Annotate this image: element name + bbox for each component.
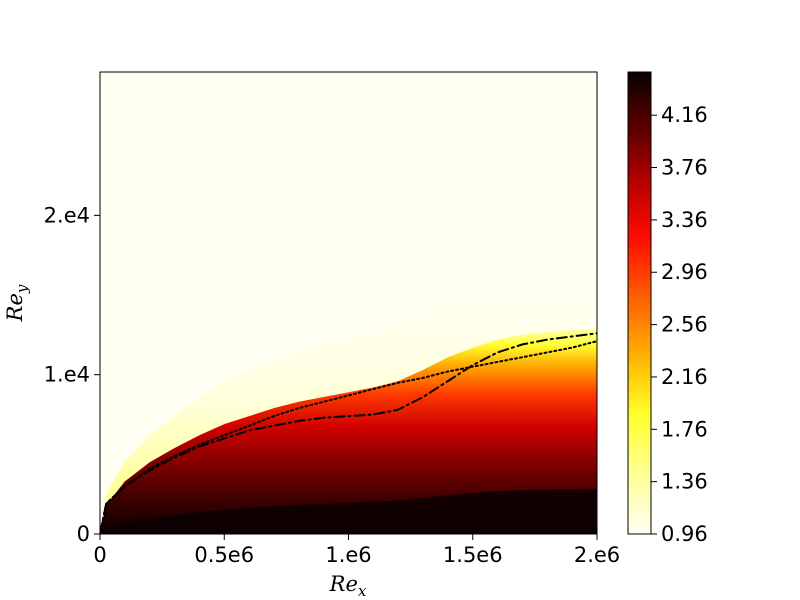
colorbar: 0.96 1.36 1.76 2.16 2.56 2.96 3.36 3.76 4.16 <box>627 71 708 546</box>
y-tick-label: 0 <box>77 522 90 546</box>
y-tick-label: 1.e4 <box>44 363 90 387</box>
x-tick-label: 0 <box>93 543 106 567</box>
x-tick-label: 1.5e6 <box>443 543 503 567</box>
heatmap-core <box>100 488 597 534</box>
colorbar-tick-label: 3.36 <box>661 208 708 232</box>
heatmap-field <box>100 328 597 534</box>
series-line-dotted <box>100 340 597 534</box>
plot-area <box>100 72 597 534</box>
colorbar-tick-label: 0.96 <box>661 522 708 546</box>
x-tick-label: 2.e6 <box>574 543 620 567</box>
x-axis-label: Rex <box>329 572 367 600</box>
y-axis-label: Rey <box>3 284 31 322</box>
colorbar-tick-label: 1.76 <box>661 417 708 441</box>
x-tick-label: 1.e6 <box>325 543 371 567</box>
colorbar-tick-label: 3.76 <box>661 156 708 180</box>
series-layer <box>100 332 597 534</box>
x-axis: 0 0.5e6 1.e6 1.5e6 2.e6 <box>93 534 620 567</box>
x-tick-label: 0.5e6 <box>194 543 254 567</box>
colorbar-tick-label: 2.16 <box>661 365 708 389</box>
colorbar-tick-label: 2.56 <box>661 313 708 337</box>
colorbar-tick-label: 2.96 <box>661 260 708 284</box>
series-line-dash-dot <box>100 332 597 534</box>
colorbar-tick-label: 4.16 <box>661 103 708 127</box>
y-axis: 0 1.e4 2.e4 <box>44 203 100 546</box>
colorbar-gradient <box>627 71 652 535</box>
colorbar-tick-label: 1.36 <box>661 470 708 494</box>
y-tick-label: 2.e4 <box>44 203 90 227</box>
colorbar-ticks: 0.96 1.36 1.76 2.16 2.56 2.96 3.36 3.76 4.16 <box>651 103 708 546</box>
